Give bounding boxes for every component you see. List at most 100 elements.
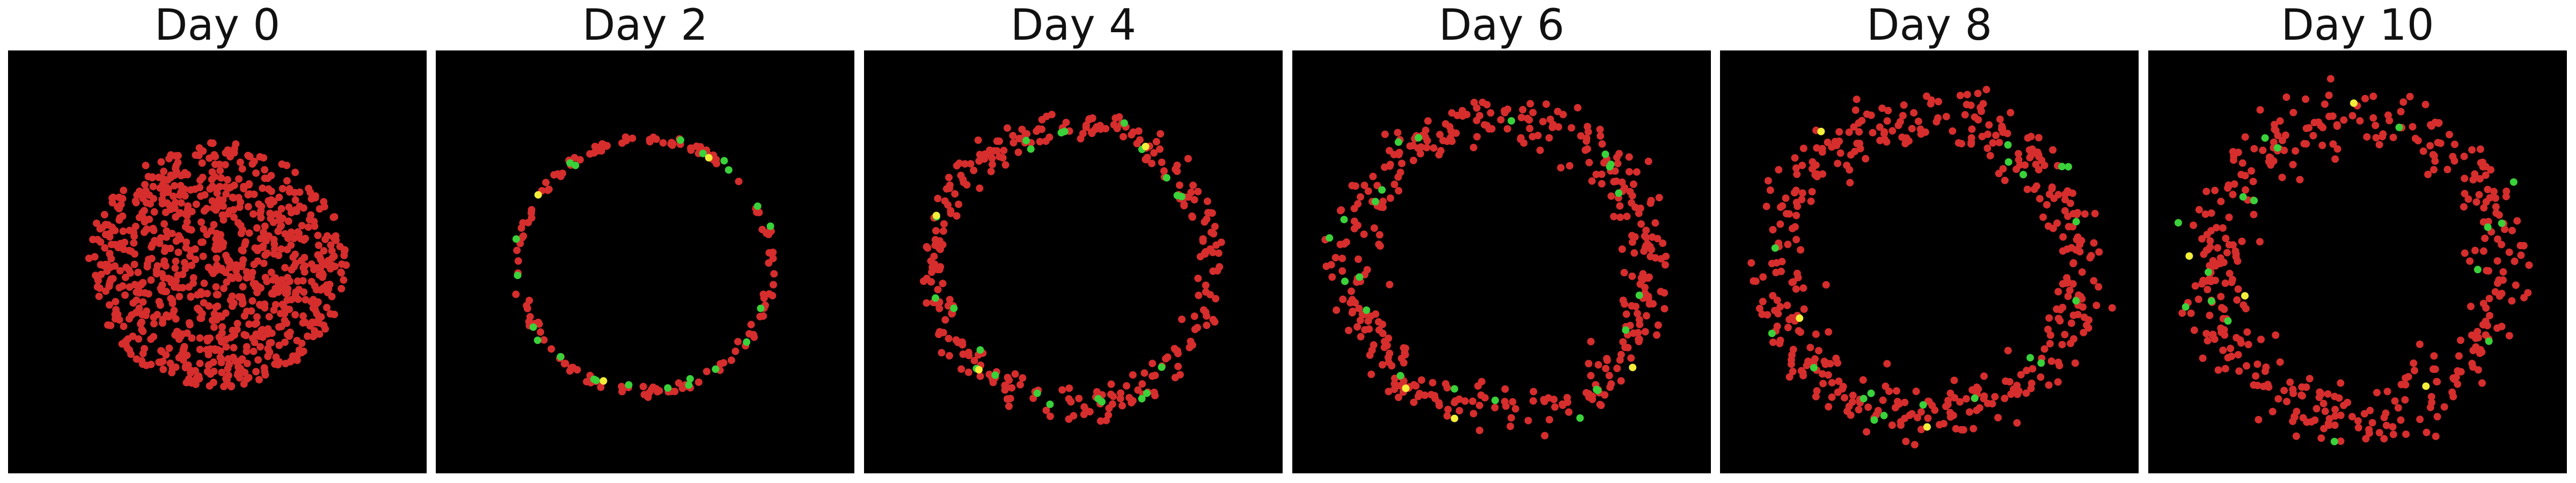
red-cell — [1587, 338, 1595, 346]
red-cell — [1111, 114, 1119, 122]
red-cell — [2508, 226, 2516, 235]
red-cell — [315, 271, 323, 279]
red-cell — [211, 245, 219, 253]
red-cell — [2036, 195, 2044, 203]
red-cell — [160, 167, 168, 175]
red-cell — [1644, 157, 1652, 165]
red-cell — [1949, 127, 1957, 135]
red-cell — [2482, 171, 2490, 179]
red-cell — [165, 155, 173, 163]
red-cell — [1406, 142, 1414, 150]
red-cell — [1178, 316, 1186, 323]
red-cell — [1885, 387, 1893, 396]
red-cell — [759, 290, 767, 298]
red-cell — [1206, 245, 1214, 253]
cell-scatter — [512, 133, 778, 401]
red-cell — [2449, 374, 2457, 382]
red-cell — [237, 222, 245, 230]
red-cell — [2058, 341, 2066, 349]
red-cell — [2059, 247, 2067, 255]
red-cell — [1386, 349, 1394, 357]
red-cell — [1956, 92, 1964, 99]
red-cell — [192, 380, 200, 389]
red-cell — [2348, 413, 2356, 421]
red-cell — [2061, 191, 2069, 198]
green-cell — [1810, 364, 1818, 372]
red-cell — [2044, 222, 2052, 230]
red-cell — [2013, 419, 2021, 427]
red-cell — [1202, 288, 1210, 296]
red-cell — [294, 295, 302, 303]
red-cell — [1949, 412, 1957, 420]
red-cell — [133, 296, 141, 304]
red-cell — [996, 137, 1003, 145]
red-cell — [1785, 210, 1793, 218]
red-cell — [1524, 416, 1532, 425]
red-cell — [595, 143, 603, 151]
red-cell — [2451, 140, 2458, 148]
red-cell — [252, 368, 260, 376]
red-cell — [267, 268, 275, 276]
red-cell — [1769, 292, 1777, 299]
red-cell — [139, 298, 147, 306]
red-cell — [1385, 387, 1393, 396]
red-cell — [222, 343, 230, 351]
red-cell — [2221, 279, 2229, 287]
red-cell — [274, 288, 282, 296]
red-cell — [652, 135, 660, 143]
red-cell — [2292, 432, 2300, 440]
red-cell — [1475, 401, 1483, 409]
red-cell — [2203, 231, 2211, 238]
red-cell — [1646, 243, 1654, 251]
red-cell — [1211, 318, 1219, 326]
red-cell — [281, 338, 289, 346]
red-cell — [2454, 367, 2462, 375]
red-cell — [2379, 130, 2387, 138]
red-cell — [944, 201, 952, 209]
red-cell — [286, 185, 294, 193]
red-cell — [207, 227, 215, 235]
red-cell — [245, 374, 253, 382]
red-cell — [309, 333, 317, 340]
red-cell — [1476, 112, 1484, 120]
red-cell — [2035, 153, 2043, 161]
red-cell — [227, 333, 235, 341]
red-cell — [2084, 324, 2092, 332]
red-cell — [1409, 157, 1417, 164]
red-cell — [2029, 365, 2037, 373]
red-cell — [2032, 160, 2040, 169]
red-cell — [236, 203, 244, 211]
green-cell — [533, 336, 541, 345]
red-cell — [1661, 261, 1669, 269]
red-cell — [299, 264, 307, 272]
green-cell — [1060, 128, 1069, 136]
red-cell — [1065, 384, 1073, 392]
red-cell — [1075, 394, 1083, 402]
red-cell — [2432, 433, 2440, 441]
green-cell — [566, 159, 574, 167]
red-cell — [1642, 226, 1650, 235]
red-cell — [2214, 366, 2222, 374]
red-cell — [194, 304, 202, 312]
red-cell — [89, 236, 97, 244]
red-cell — [1773, 296, 1781, 304]
red-cell — [1833, 142, 1841, 149]
red-cell — [939, 328, 947, 336]
red-cell — [716, 360, 724, 368]
red-cell — [1001, 161, 1009, 169]
red-cell — [1835, 377, 1843, 385]
red-cell — [200, 299, 208, 307]
green-cell — [2019, 171, 2028, 179]
red-cell — [216, 354, 224, 361]
red-cell — [92, 219, 100, 228]
red-cell — [164, 185, 172, 193]
red-cell — [320, 247, 328, 255]
red-cell — [1968, 125, 1976, 133]
red-cell — [1655, 194, 1663, 202]
red-cell — [1487, 109, 1495, 117]
red-cell — [1892, 387, 1900, 395]
red-cell — [2310, 119, 2318, 127]
red-cell — [2198, 235, 2206, 243]
red-cell — [188, 334, 196, 342]
red-cell — [944, 302, 952, 310]
